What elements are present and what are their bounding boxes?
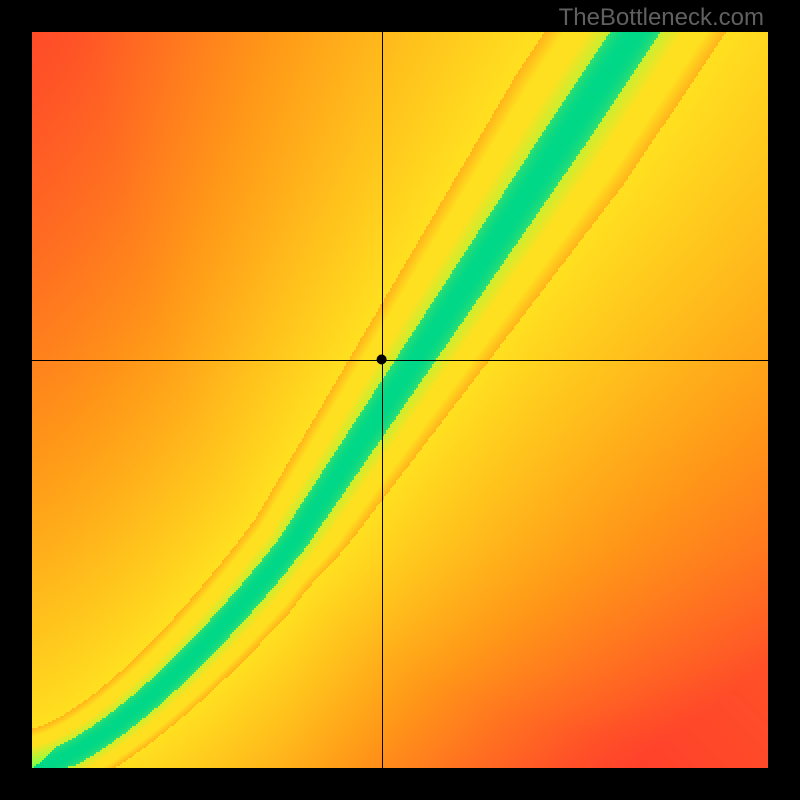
bottleneck-heatmap (32, 32, 768, 768)
watermark-text: TheBottleneck.com (559, 4, 764, 32)
chart-container: TheBottleneck.com (0, 0, 800, 800)
